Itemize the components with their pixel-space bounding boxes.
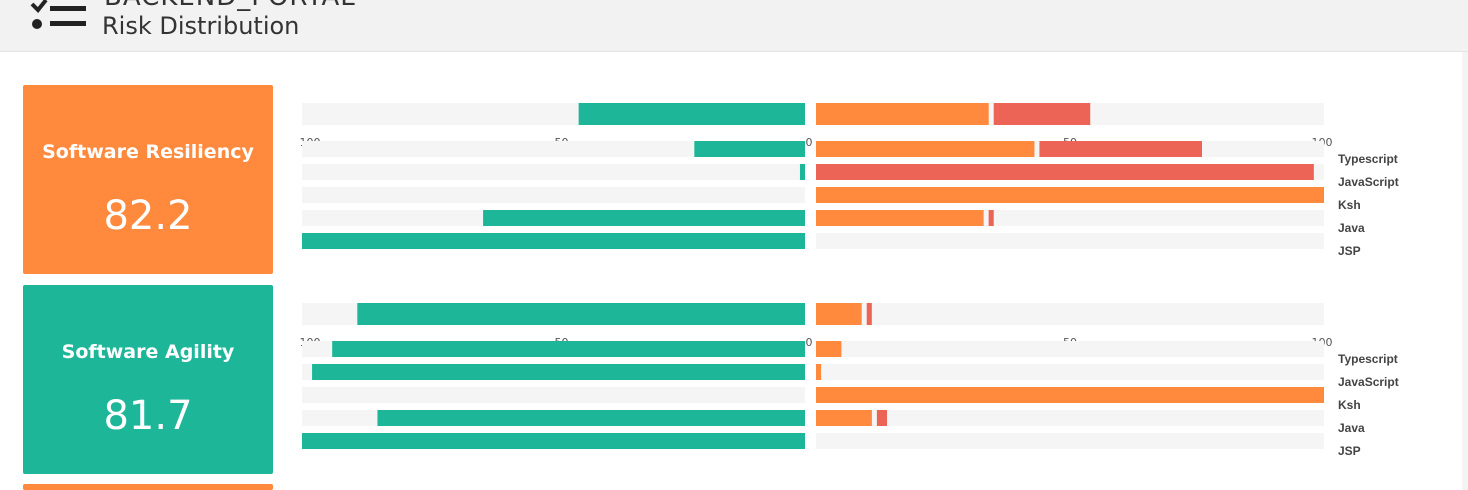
summary-track-right xyxy=(816,303,1324,325)
category-label: JavaScript xyxy=(1338,375,1399,389)
bar-orange-javascript[interactable] xyxy=(816,364,822,380)
category-label: Java xyxy=(1338,221,1365,235)
row-track-left xyxy=(302,164,805,180)
risk-chart-agility: 10050050100TypescriptJavaScriptKshJavaJS… xyxy=(300,298,1420,468)
row-track-right xyxy=(816,341,1324,357)
bar-left-javascript[interactable] xyxy=(799,164,805,180)
bar-orange-ksh[interactable] xyxy=(816,187,1324,203)
summary-bar-orange[interactable] xyxy=(816,303,862,325)
bar-red-java[interactable] xyxy=(988,210,994,226)
bar-left-typescript[interactable] xyxy=(332,341,805,357)
summary-bar-red[interactable] xyxy=(993,103,1091,125)
bar-orange-java[interactable] xyxy=(816,210,984,226)
bar-left-typescript[interactable] xyxy=(694,141,805,157)
summary-bar-orange[interactable] xyxy=(816,103,989,125)
card-label: Software Resiliency xyxy=(42,141,254,163)
bar-orange-typescript[interactable] xyxy=(816,141,1035,157)
row-track-left xyxy=(302,387,805,403)
card-score: 82.2 xyxy=(103,193,193,239)
row-track-right xyxy=(816,410,1324,426)
summary-bar-left[interactable] xyxy=(357,303,805,325)
summary-bar-left[interactable] xyxy=(578,103,805,125)
bar-orange-ksh[interactable] xyxy=(816,387,1324,403)
summary-bar-red[interactable] xyxy=(866,303,872,325)
category-label: JSP xyxy=(1338,444,1361,458)
row-track-left xyxy=(302,141,805,157)
category-label: Typescript xyxy=(1338,352,1398,366)
page-title: BACKEND_PORTAL xyxy=(104,0,356,12)
card-partial[interactable] xyxy=(23,484,273,490)
bar-left-javascript[interactable] xyxy=(312,364,805,380)
card-software-agility[interactable]: Software Agility 81.7 xyxy=(23,285,273,474)
page-header: BACKEND_PORTAL Risk Distribution xyxy=(0,0,1468,52)
row-track-right xyxy=(816,233,1324,249)
bar-red-typescript[interactable] xyxy=(1039,141,1202,157)
page-subtitle: Risk Distribution xyxy=(102,12,300,40)
row-track-left xyxy=(302,187,805,203)
axis-tick-label: 0 xyxy=(806,136,813,149)
row-track-right xyxy=(816,364,1324,380)
axis-tick-label: 0 xyxy=(806,336,813,349)
category-label: Typescript xyxy=(1338,152,1398,166)
checklist-icon xyxy=(30,0,86,29)
bar-orange-typescript[interactable] xyxy=(816,341,842,357)
risk-chart-resiliency: 10050050100TypescriptJavaScriptKshJavaJS… xyxy=(300,98,1420,268)
bar-left-jsp[interactable] xyxy=(302,433,805,449)
category-label: JSP xyxy=(1338,244,1361,258)
bar-left-jsp[interactable] xyxy=(302,233,805,249)
bar-left-java[interactable] xyxy=(483,210,805,226)
scrollbar[interactable] xyxy=(1462,52,1468,490)
bar-red-javascript[interactable] xyxy=(816,164,1314,180)
bar-left-java[interactable] xyxy=(377,410,805,426)
card-software-resiliency[interactable]: Software Resiliency 82.2 xyxy=(23,85,273,274)
bar-orange-java[interactable] xyxy=(816,410,872,426)
card-score: 81.7 xyxy=(103,393,193,439)
card-label: Software Agility xyxy=(61,341,235,363)
category-label: Ksh xyxy=(1338,198,1361,212)
bar-red-java[interactable] xyxy=(876,410,888,426)
row-track-right xyxy=(816,433,1324,449)
category-label: JavaScript xyxy=(1338,175,1399,189)
category-label: Ksh xyxy=(1338,398,1361,412)
category-label: Java xyxy=(1338,421,1365,435)
